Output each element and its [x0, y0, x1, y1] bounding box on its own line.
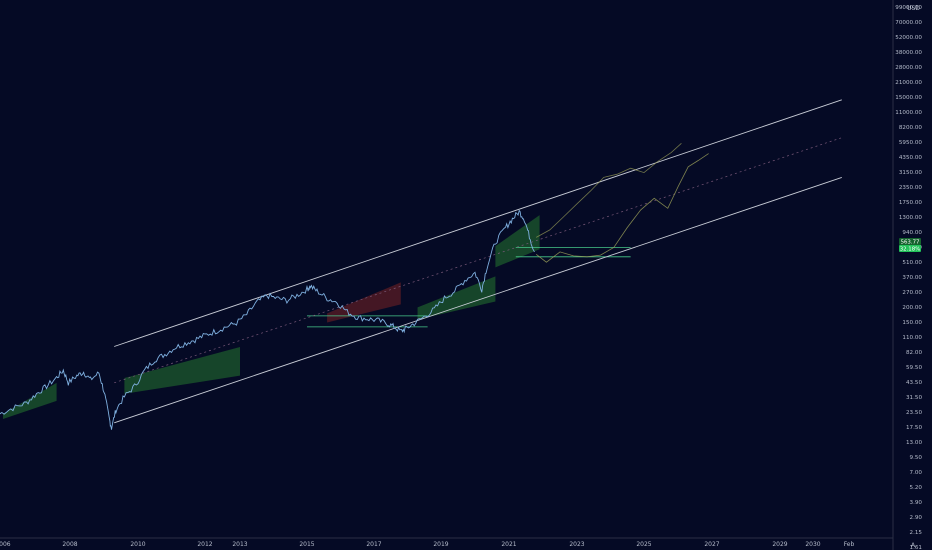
channel-lower-line — [114, 177, 842, 424]
currency-label: USD — [907, 5, 920, 12]
x-tick-label: 2015 — [299, 541, 314, 548]
y-tick-label: 70000.00 — [895, 20, 922, 26]
x-tick-label: 2025 — [636, 541, 651, 548]
y-tick-label: 5.20 — [910, 485, 923, 491]
price-tag-label: 563.77 — [901, 240, 920, 246]
y-tick-label: 9.50 — [910, 455, 923, 461]
y-tick-label: 82.00 — [906, 350, 922, 356]
y-tick-label: 270.00 — [902, 290, 922, 296]
y-tick-label: 99000.00 — [895, 5, 922, 11]
y-tick-label: 940.00 — [902, 230, 922, 236]
y-tick-label: 38000.00 — [895, 50, 922, 56]
y-tick-label: 8200.00 — [899, 125, 923, 131]
projection-low-line — [535, 153, 709, 263]
cloud-segment — [327, 282, 401, 323]
x-tick-label: 2030 — [805, 541, 820, 548]
price-line — [0, 209, 535, 430]
price-tag-box — [899, 245, 921, 252]
x-tick-label: 2013 — [232, 541, 247, 548]
price-layer — [0, 209, 535, 430]
y-tick-label: 510.00 — [902, 260, 922, 266]
y-tick-label: 3150.00 — [899, 170, 923, 176]
y-tick-label: 2350.00 — [899, 185, 923, 191]
x-tick-label: 2012 — [197, 541, 212, 548]
y-tick-label: 370.00 — [902, 275, 922, 281]
y-tick-label: 13.00 — [906, 440, 922, 446]
x-axis: 2006 2008 2010 2012 2013 2015 2017 2019 2021 2023… — [0, 541, 855, 548]
y-tick-label: 1750.00 — [899, 200, 923, 206]
x-tick-label: 2023 — [569, 541, 584, 548]
y-tick-label: 28000.00 — [895, 65, 922, 71]
y-tick-label: 200.00 — [902, 305, 922, 311]
x-tick-label: 2008 — [62, 541, 77, 548]
y-tick-label: 2.90 — [910, 515, 923, 521]
x-tick-label: 2006 — [0, 541, 11, 548]
price-tag-box — [899, 238, 921, 245]
y-tick-label: 59.50 — [906, 365, 922, 371]
y-tick-label: 150.00 — [902, 320, 922, 326]
cloud-segment — [495, 215, 540, 268]
y-axis: 99000.00 70000.00 52000.00 38000.00 28000.00… — [895, 5, 922, 550]
y-tick-label: 3.90 — [910, 500, 923, 506]
projection-high-line — [536, 143, 682, 238]
y-tick-label: 2.15 — [910, 530, 923, 536]
cloud-segment — [124, 347, 240, 394]
axis-settings-icon[interactable]: A — [911, 542, 916, 549]
cloud-layer — [3, 215, 540, 419]
y-tick-label: 52000.00 — [895, 35, 922, 41]
y-tick-label: 1300.00 — [899, 215, 923, 221]
channel-upper-line — [114, 99, 842, 347]
trend-channel — [114, 99, 842, 424]
x-tick-label: 2029 — [772, 541, 787, 548]
y-tick-label: 43.50 — [906, 380, 922, 386]
x-tick-label: Feb — [844, 541, 855, 548]
y-tick-label: 11000.00 — [895, 110, 922, 116]
y-tick-label: 1.61 — [910, 545, 923, 550]
y-tick-label: 17.50 — [906, 425, 922, 431]
y-tick-label: 15000.00 — [895, 95, 922, 101]
y-tick-label: 23.50 — [906, 410, 922, 416]
x-tick-label: 2021 — [501, 541, 516, 548]
y-tick-label: 4350.00 — [899, 155, 923, 161]
x-tick-label: 2010 — [130, 541, 145, 548]
y-tick-label: 31.50 — [906, 395, 922, 401]
projection-layer — [535, 143, 709, 263]
price-tag-label: 32.18% — [900, 247, 921, 253]
y-tick-label: 110.00 — [902, 335, 922, 341]
x-tick-label: 2017 — [366, 541, 381, 548]
y-tick-label: 7.00 — [910, 470, 923, 476]
x-tick-label: 2027 — [704, 541, 719, 548]
x-tick-label: 2019 — [433, 541, 448, 548]
y-tick-label: 5950.00 — [899, 140, 923, 146]
cloud-segment — [417, 276, 496, 320]
y-tick-label: 21000.00 — [895, 80, 922, 86]
